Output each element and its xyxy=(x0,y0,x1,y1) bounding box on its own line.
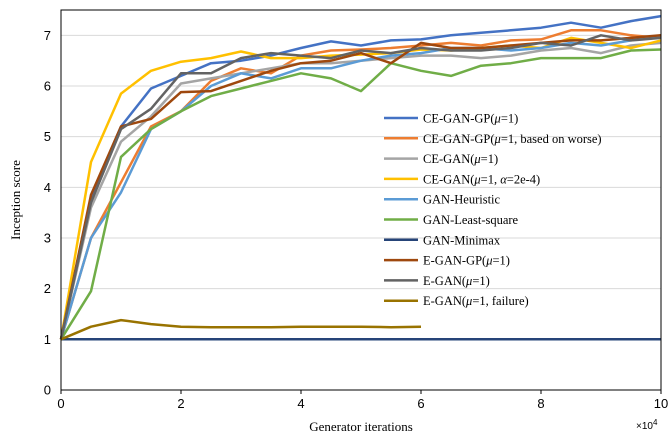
series-line-1 xyxy=(59,29,662,340)
legend-label-part: =2e-4) xyxy=(507,172,540,186)
x-tick-label: 4 xyxy=(297,396,304,411)
legend-label-part: =1, failure) xyxy=(472,294,528,308)
legend-label-part: μ xyxy=(494,132,501,146)
y-tick-label: 1 xyxy=(44,332,51,347)
x-axis-multiplier-exponent: 4 xyxy=(653,418,658,427)
legend-label-part: E-GAN( xyxy=(423,294,466,308)
legend-label-part: E-GAN( xyxy=(423,274,466,288)
legend-label-part: =1) xyxy=(472,274,489,288)
legend-label-part: E-GAN-GP( xyxy=(423,254,486,268)
x-axis-multiplier-base: ×10 xyxy=(636,421,653,432)
legend-label-part: CE-GAN( xyxy=(423,172,474,186)
series-line-8 xyxy=(59,34,662,340)
legend-label: CE-GAN(μ=1) xyxy=(423,152,498,166)
x-tick-label: 10 xyxy=(654,396,668,411)
legend-label-part: μ xyxy=(494,112,501,126)
legend-label: GAN-Minimax xyxy=(423,233,501,247)
series-line-5 xyxy=(59,48,662,340)
series-line-7 xyxy=(59,34,662,340)
y-tick-label: 0 xyxy=(44,383,51,398)
legend-label-part: CE-GAN( xyxy=(423,152,474,166)
y-tick-label: 2 xyxy=(44,281,51,296)
legend-label-part: =1) xyxy=(492,254,509,268)
legend-label-part: =1) xyxy=(501,112,518,126)
series-lines xyxy=(59,14,662,341)
legend-label-part: μ xyxy=(473,172,480,186)
legend-label-part: =1, xyxy=(481,172,501,186)
y-tick-label: 5 xyxy=(44,129,51,144)
legend-label-part: GAN-Minimax xyxy=(423,233,501,247)
legend-label: E-GAN-GP(μ=1) xyxy=(423,254,510,268)
y-tick-label: 7 xyxy=(44,28,51,43)
x-axis-ticks: 0 2 4 6 8 10 xyxy=(57,390,668,411)
legend-label-part: GAN-Heuristic xyxy=(423,193,501,207)
x-axis-multiplier: ×104 xyxy=(636,418,658,432)
legend-label-part: μ xyxy=(465,274,472,288)
x-tick-label: 6 xyxy=(417,396,424,411)
legend-label-part: =1, based on worse) xyxy=(501,132,602,146)
legend-label-part: μ xyxy=(473,152,480,166)
legend-label: CE-GAN-GP(μ=1, based on worse) xyxy=(423,132,602,146)
legend-label: E-GAN(μ=1) xyxy=(423,274,490,288)
legend-label: GAN-Least-square xyxy=(423,213,519,227)
series-line-9 xyxy=(60,318,422,341)
y-axis-ticks: 0 1 2 3 4 5 6 7 xyxy=(44,28,51,398)
legend-label-part: GAN-Least-square xyxy=(423,213,519,227)
y-tick-label: 6 xyxy=(44,79,51,94)
x-axis-label: Generator iterations xyxy=(309,419,413,434)
plot-area-frame xyxy=(60,9,662,391)
gridlines xyxy=(61,34,661,340)
series-line-3 xyxy=(59,36,662,340)
x-tick-label: 2 xyxy=(177,396,184,411)
legend-label-part: =1) xyxy=(481,152,498,166)
y-axis-label: Inception score xyxy=(8,160,23,240)
legend-label: CE-GAN-GP(μ=1) xyxy=(423,112,518,126)
legend-label: E-GAN(μ=1, failure) xyxy=(423,294,529,308)
legend-label-part: α xyxy=(500,172,507,186)
series-line-0 xyxy=(59,14,662,340)
legend-label-part: μ xyxy=(465,294,472,308)
x-tick-label: 0 xyxy=(57,396,64,411)
legend: CE-GAN-GP(μ=1)CE-GAN-GP(μ=1, based on wo… xyxy=(384,112,602,308)
y-tick-label: 3 xyxy=(44,231,51,246)
y-tick-label: 4 xyxy=(44,180,51,195)
legend-label: GAN-Heuristic xyxy=(423,193,501,207)
legend-label-part: CE-GAN-GP( xyxy=(423,112,495,126)
legend-label: CE-GAN(μ=1, α=2e-4) xyxy=(423,172,540,186)
legend-label-part: CE-GAN-GP( xyxy=(423,132,495,146)
legend-label-part: μ xyxy=(485,254,492,268)
x-tick-label: 8 xyxy=(537,396,544,411)
